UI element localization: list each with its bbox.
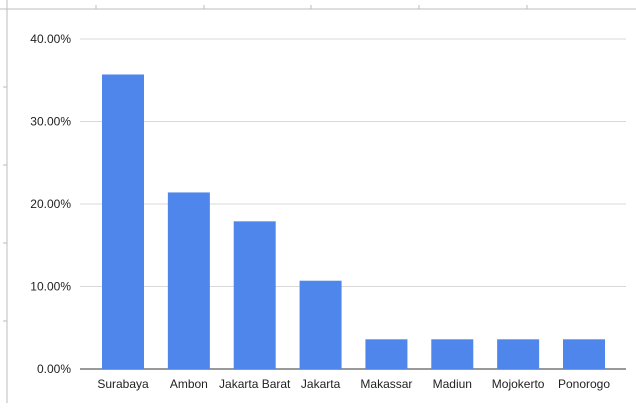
gridlines	[80, 38, 626, 370]
y-tick-label: 20.00%	[30, 197, 71, 211]
bar	[167, 192, 210, 369]
y-tick-label: 10.00%	[30, 280, 71, 294]
bar	[102, 74, 144, 369]
bar	[365, 339, 408, 369]
y-tick-label: 30.00%	[30, 115, 71, 129]
x-tick-label: Surabaya	[97, 377, 149, 391]
x-tick-label: Jakarta Barat	[219, 377, 291, 391]
x-tick-label: Jakarta	[301, 377, 341, 391]
y-tick-labels: 0.00% 10.00% 20.00% 30.00% 40.00%	[30, 32, 71, 376]
y-tick-label: 0.00%	[37, 362, 71, 376]
x-tick-label: Ambon	[170, 377, 208, 391]
bar	[431, 339, 474, 369]
x-tick-labels: Surabaya Ambon Jakarta Barat Jakarta Makassa…	[97, 377, 610, 391]
x-tick-label: Mojokerto	[492, 377, 545, 391]
bar	[233, 221, 276, 369]
x-tick-label: Ponorogo	[558, 377, 610, 391]
bar	[497, 339, 540, 369]
bar	[563, 339, 605, 369]
bars	[102, 74, 605, 369]
x-tick-label: Makassar	[360, 377, 412, 391]
bar	[299, 280, 342, 369]
y-tick-label: 40.00%	[30, 32, 71, 46]
x-tick-label: Madiun	[433, 377, 472, 391]
